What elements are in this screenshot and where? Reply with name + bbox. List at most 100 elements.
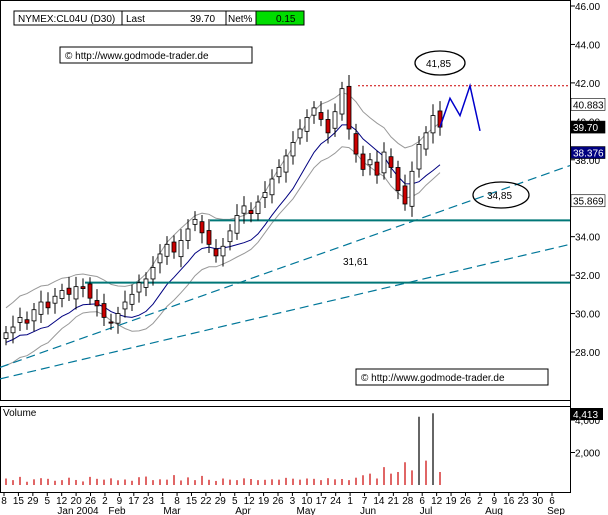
candle: [206, 230, 212, 245]
month-label: Jul: [420, 506, 433, 515]
day-label: 17: [128, 496, 140, 507]
candles: [3, 75, 443, 346]
volume-bars: [5, 413, 441, 485]
support2-annotation-text: 31,61: [343, 257, 368, 268]
horizontal-levels: [85, 85, 570, 284]
price-tick-label: 32.00: [575, 271, 600, 282]
day-label: 20: [71, 496, 83, 507]
day-label: 5: [232, 496, 238, 507]
watermark-top-text: © http://www.godmode-trader.de: [65, 51, 209, 62]
month-label: Feb: [108, 506, 126, 515]
candle: [297, 128, 303, 139]
price-tick-label: 28.00: [575, 348, 600, 359]
day-label: 8: [174, 496, 180, 507]
candle: [108, 321, 114, 324]
candle: [416, 143, 422, 170]
candle: [325, 119, 331, 134]
candle: [339, 88, 345, 115]
month-label: May: [297, 506, 316, 515]
month-label: Sep: [547, 506, 565, 515]
day-label: 2: [477, 496, 483, 507]
candle: [59, 290, 65, 299]
day-label: 3: [290, 496, 296, 507]
candle: [185, 228, 191, 241]
candle: [101, 303, 107, 318]
day-label: 26: [460, 496, 472, 507]
candle: [381, 151, 387, 174]
candle: [311, 107, 317, 116]
net-value: 0.15: [276, 14, 296, 25]
day-label: 22: [200, 496, 212, 507]
candle: [94, 300, 100, 307]
candle: [360, 153, 366, 170]
upper-trendline: [0, 164, 571, 368]
candle: [374, 161, 380, 176]
day-label: 6: [419, 496, 425, 507]
volume-tick-label: 4,000: [575, 416, 600, 427]
candle: [213, 248, 219, 257]
price-tick-label: 46.00: [575, 2, 600, 13]
price-tag: [570, 194, 606, 208]
day-label: 23: [143, 496, 155, 507]
candle: [136, 282, 142, 293]
candle: [367, 159, 373, 166]
last-label: Last: [126, 14, 145, 25]
last-value: 39.70: [190, 14, 215, 25]
candle: [52, 295, 58, 304]
candle: [178, 240, 184, 258]
day-label: 26: [85, 496, 97, 507]
day-label: 29: [27, 496, 39, 507]
watermark-bottom: © http://www.godmode-trader.de: [355, 368, 549, 386]
candle: [45, 301, 51, 309]
candle: [157, 253, 163, 264]
symbol-text: NYMEX:CL04U (D30): [18, 14, 115, 25]
candle: [304, 117, 310, 132]
day-label: 19: [258, 496, 270, 507]
price-tags: 40.883 39.70 38.376 35.869: [570, 98, 606, 208]
price-tag: [570, 146, 606, 159]
day-label: 30: [532, 496, 544, 507]
month-label: Jan 2004: [57, 506, 99, 515]
candle: [129, 293, 135, 305]
volume-label: Volume: [3, 408, 37, 419]
price-axis: 28.0030.0032.0034.0036.0038.0040.0042.00…: [570, 2, 600, 359]
day-label: 12: [431, 496, 443, 507]
candle: [10, 326, 16, 334]
day-label: 29: [215, 496, 227, 507]
candle: [199, 221, 205, 234]
candle: [24, 319, 30, 324]
candle: [220, 245, 226, 257]
candle: [171, 241, 177, 253]
price-tag-text: 35.869: [573, 197, 604, 208]
day-label: 17: [316, 496, 328, 507]
candle: [269, 178, 275, 196]
projection-line: [439, 83, 481, 132]
day-label: 16: [503, 496, 515, 507]
candle: [143, 278, 149, 288]
candle: [122, 301, 128, 310]
day-label: 9: [492, 496, 498, 507]
volume-axis: 2,000 4,000: [570, 416, 600, 460]
candle: [402, 185, 408, 205]
day-label: 21: [388, 496, 400, 507]
day-label: 7: [362, 496, 368, 507]
day-label: 1: [160, 496, 166, 507]
day-label: 14: [373, 496, 385, 507]
price-tag: [570, 120, 606, 134]
candle: [115, 313, 121, 324]
day-label: 6: [549, 496, 555, 507]
candle: [388, 156, 394, 168]
candle: [346, 85, 352, 130]
day-label: 15: [13, 496, 25, 507]
candle: [31, 309, 37, 322]
price-tick-label: 44.00: [575, 40, 600, 51]
candle: [276, 167, 282, 178]
high-annotation: 41,85: [414, 50, 466, 76]
price-tick-label: 42.00: [575, 79, 600, 90]
candle: [290, 142, 296, 157]
month-label: Jun: [360, 506, 376, 515]
candle: [227, 230, 233, 243]
candle: [164, 243, 170, 257]
candle: [80, 286, 86, 289]
